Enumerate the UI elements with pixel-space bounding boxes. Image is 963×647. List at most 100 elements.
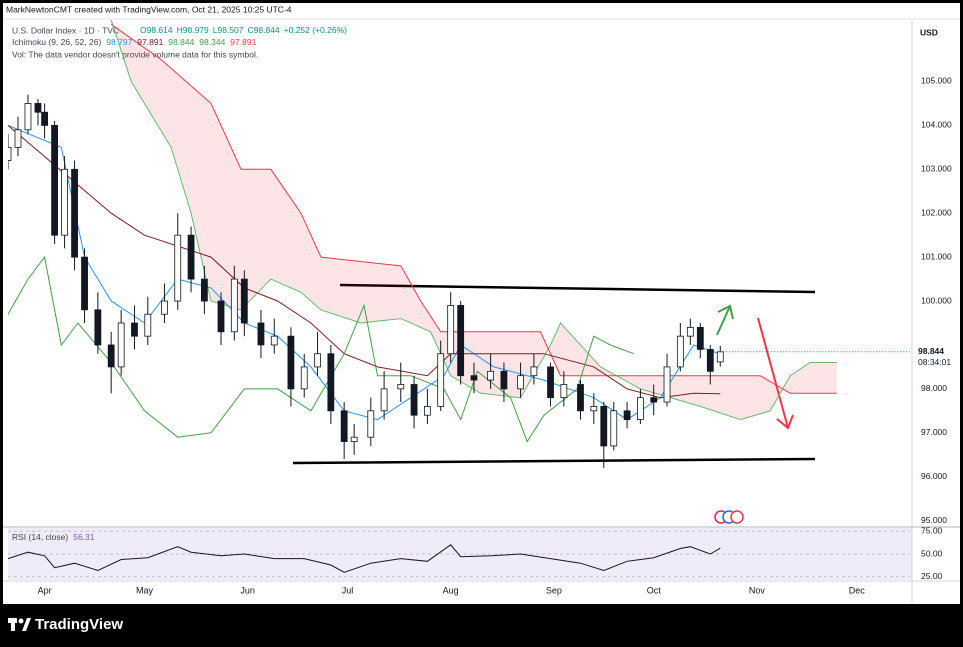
candle-body — [34, 103, 42, 113]
volume-note: Vol: The data vendor doesn't provide vol… — [12, 49, 258, 59]
candle-body — [327, 353, 335, 412]
x-tick-label: Sep — [546, 585, 562, 595]
ohlc-value: +0.252 (+0.26%) — [284, 25, 347, 35]
support-line — [292, 457, 816, 465]
ichimoku-legend: Ichimoku (9, 26, 52, 26) 98.797 97.891 98.8… — [12, 37, 257, 47]
candle-body — [676, 335, 684, 368]
rsi-label: RSI (14, close) — [12, 532, 68, 542]
rsi-tick-label: 75.00 — [921, 525, 943, 535]
candle-body — [590, 406, 598, 412]
candle-body — [600, 406, 608, 447]
x-tick-label: Nov — [749, 585, 766, 595]
rsi-legend: RSI (14, close) 56.31 — [12, 532, 95, 542]
y-tick-label: 100.000 — [921, 295, 952, 305]
cloud-edge — [110, 20, 837, 421]
candle-body — [270, 335, 278, 346]
candle-body — [686, 326, 694, 337]
candle-body — [447, 305, 455, 355]
candle-body — [131, 322, 138, 337]
candle-body — [560, 384, 568, 399]
candle-body — [230, 278, 238, 333]
ohlc-value: O98.614 — [140, 25, 173, 35]
candle-body — [161, 300, 168, 315]
rsi-value: 56.31 — [73, 532, 95, 542]
candle-body — [500, 370, 508, 390]
candle-body — [470, 375, 478, 381]
x-tick-label: May — [136, 585, 154, 595]
candle-body — [423, 406, 431, 416]
candle-body — [716, 351, 724, 363]
candle-body — [623, 410, 631, 421]
indicator-line — [8, 125, 721, 399]
candle-body — [41, 111, 49, 126]
price-pane — [8, 20, 837, 468]
event-icons — [714, 510, 744, 524]
candle-body — [350, 436, 358, 442]
cloud-edge — [110, 23, 837, 394]
up-arrow — [716, 304, 734, 336]
candle-body — [367, 410, 375, 438]
ichimoku-value: 97.891 — [230, 37, 256, 47]
y-tick-label: 95.000 — [921, 515, 947, 525]
candle-body — [380, 388, 388, 412]
x-tick-label: Jul — [342, 585, 354, 595]
y-tick-label: 103.000 — [921, 164, 952, 174]
candle-body — [240, 278, 248, 324]
candle-body — [174, 234, 182, 302]
y-tick-label: 105.000 — [921, 76, 952, 86]
y-tick-label: 101.000 — [921, 251, 952, 261]
candle-body — [696, 326, 704, 350]
candle-body — [14, 129, 22, 148]
down-arrow — [757, 317, 794, 430]
y-tick-label: 98.000 — [921, 383, 947, 393]
footer — [0, 604, 963, 647]
ohlc-value: C98.844 — [248, 25, 280, 35]
y-tick-label: 102.000 — [921, 207, 952, 217]
y-tick-label: 97.000 — [921, 427, 947, 437]
candle-body — [487, 370, 495, 381]
candle-body — [117, 322, 125, 368]
candle-body — [300, 366, 308, 390]
candle-body — [314, 353, 321, 368]
candle-body — [107, 344, 115, 368]
indicator-line — [8, 124, 721, 421]
brand-logo — [8, 618, 31, 631]
rsi-tick-label: 50.00 — [921, 548, 943, 558]
ohlc-legend: O98.614 H98.979 L98.507 C98.844 +0.252 (+0.2… — [140, 25, 347, 35]
candle-body — [287, 335, 295, 390]
candle-body — [217, 300, 225, 333]
rsi-tick-label: 25.00 — [921, 571, 943, 581]
countdown: 08:34:01 — [918, 357, 951, 367]
candle-body — [663, 366, 671, 403]
candle-body — [8, 146, 12, 161]
resistance-line — [339, 283, 816, 294]
x-tick-label: Apr — [38, 585, 52, 595]
candle-body — [636, 397, 644, 421]
brand: TradingView — [35, 616, 123, 633]
candle-body — [610, 410, 618, 447]
x-tick-label: Jun — [240, 585, 255, 595]
candle-body — [51, 124, 58, 236]
ichimoku-value: 97.891 — [137, 37, 163, 47]
rsi-line — [7, 544, 721, 573]
candle-body — [24, 103, 32, 131]
candle-body — [437, 353, 445, 407]
y-tick-label: 96.000 — [921, 471, 947, 481]
ichimoku-value: 98.797 — [106, 37, 132, 47]
candle-body — [577, 384, 584, 412]
candle-body — [397, 384, 405, 390]
ohlc-value: H98.979 — [177, 25, 209, 35]
y-tick-label: 104.000 — [921, 120, 952, 130]
indicator-line — [8, 255, 634, 443]
candle-body — [340, 410, 348, 442]
candle-body — [517, 375, 524, 390]
candle-body — [650, 397, 658, 403]
candle-body — [457, 305, 465, 377]
candle-body — [410, 384, 418, 416]
candle-body — [706, 348, 714, 372]
ichimoku-value: 98.844 — [168, 37, 194, 47]
cloud-fill — [111, 20, 837, 420]
candle-body — [200, 278, 208, 302]
